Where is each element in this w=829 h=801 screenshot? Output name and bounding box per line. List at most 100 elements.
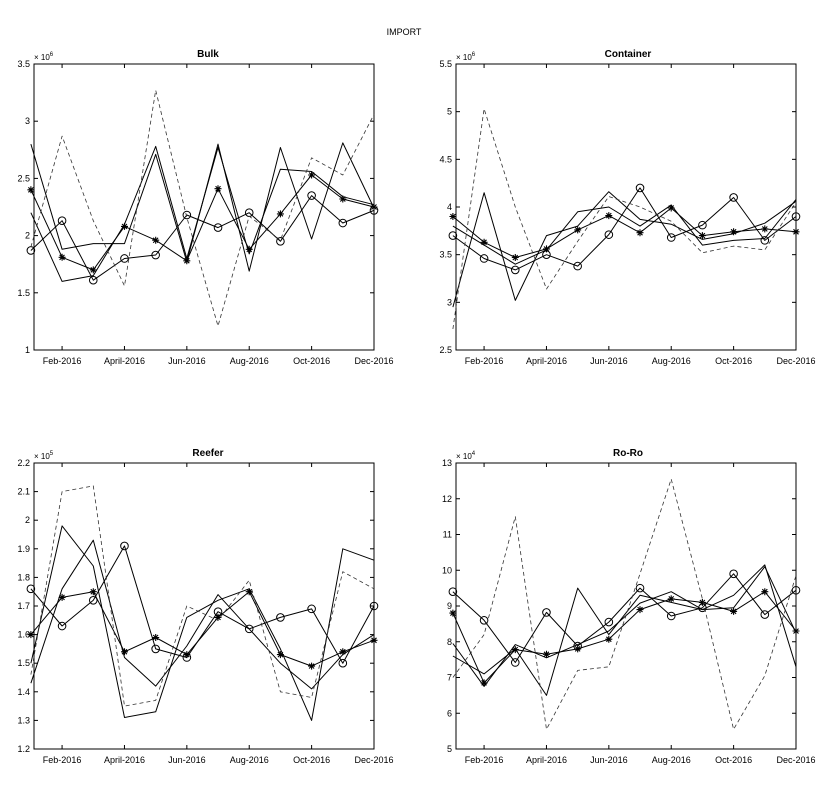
series-line-reefer-1	[30, 545, 375, 664]
point-star-roro	[636, 606, 644, 614]
point-circle-reefer	[151, 644, 160, 654]
x-tick-label-bulk: April-2016	[104, 356, 145, 366]
plot-container: 2.5 3 3.5 4 4.5 5 5.5 Feb-2016 April-2016 Jun-201…	[439, 59, 815, 366]
series-line-bulk-5	[30, 89, 375, 327]
point-circle-roro	[729, 569, 738, 579]
series-line-container-4	[452, 199, 797, 265]
y-tick-label-container: 3	[447, 297, 452, 307]
point-circle-reefer	[26, 584, 36, 594]
point-circle-container	[604, 230, 614, 239]
point-star-reefer	[370, 636, 378, 644]
point-circle-container	[791, 212, 801, 221]
point-star-bulk	[27, 186, 35, 194]
point-star-reefer	[308, 662, 316, 670]
series-line-bulk-1	[30, 195, 375, 281]
point-star-bulk	[58, 253, 66, 261]
y-tick-label-roro: 7	[447, 673, 452, 683]
point-star-bulk	[245, 245, 253, 253]
x-tick-label-roro: Dec-2016	[776, 755, 815, 765]
x-tick-label-bulk: Jun-2016	[168, 356, 206, 366]
plot-bulk: 1 1.5 2 2.5 3 3.5 Feb-2016 April-2016 Jun-2016 Au…	[17, 59, 393, 366]
series-line-bulk-4	[30, 145, 375, 282]
point-circle-roro	[604, 617, 614, 627]
y-tick-label-container: 2.5	[439, 345, 452, 355]
plot-roro: 5 6 7 8 9 10 11 12 13 Feb-2016 April-2016 Jun-2016 A…	[442, 458, 816, 765]
y-tick-label-roro: 12	[442, 494, 452, 504]
point-star-roro	[605, 635, 613, 643]
point-circle-container	[448, 231, 458, 240]
scale-factor-bulk: × 106	[34, 52, 54, 62]
series-line-bulk-3	[30, 142, 375, 272]
point-circle-reefer	[338, 658, 348, 668]
point-star-roro	[792, 627, 800, 635]
point-star-container	[511, 254, 519, 261]
point-star-bulk	[276, 210, 284, 218]
point-star-reefer	[183, 651, 191, 659]
series-line-container-2	[452, 207, 797, 258]
point-star-roro	[449, 609, 457, 617]
x-tick-label-bulk: Oct-2016	[293, 356, 330, 366]
series-line-reefer-2	[30, 591, 375, 667]
point-circle-bulk	[182, 210, 192, 220]
point-star-bulk	[152, 236, 160, 244]
point-star-roro	[761, 588, 769, 596]
scale-factor-roro: × 104	[456, 451, 476, 461]
point-circle-reefer	[57, 621, 67, 631]
point-star-reefer	[339, 648, 347, 656]
y-tick-label-roro: 8	[447, 637, 452, 647]
point-star-container	[667, 204, 675, 212]
y-tick-label-reefer: 1.9	[17, 544, 30, 554]
series-line-container-5	[452, 108, 797, 330]
point-circle-roro	[791, 585, 801, 595]
scale-factor-reefer: × 105	[34, 451, 54, 461]
point-star-reefer	[152, 634, 160, 641]
point-circle-roro	[666, 611, 676, 621]
x-tick-label-bulk: Aug-2016	[230, 356, 269, 366]
scale-factor-container: × 106	[456, 52, 476, 62]
point-circle-roro	[510, 658, 520, 667]
y-tick-label-reefer: 1.4	[17, 687, 30, 697]
point-circle-reefer	[369, 601, 379, 611]
y-tick-label-bulk: 2	[25, 231, 30, 241]
figure-title: IMPORT	[387, 27, 422, 37]
y-tick-label-reefer: 1.2	[17, 744, 30, 754]
series-line-roro-5	[452, 478, 797, 730]
y-tick-label-bulk: 1.5	[17, 288, 30, 298]
point-star-roro	[480, 679, 488, 687]
point-star-reefer	[121, 648, 128, 656]
point-circle-reefer	[88, 595, 98, 605]
plot-reefer: 1.2 1.3 1.4 1.5 1.6 1.7 1.8 1.9 2 2.1 2.2 Feb-2016 A…	[17, 458, 393, 765]
x-tick-label-roro: Feb-2016	[465, 755, 504, 765]
y-tick-label-reefer: 2	[25, 515, 30, 525]
point-circle-bulk	[57, 216, 67, 226]
point-circle-roro	[635, 583, 645, 593]
point-star-roro	[730, 607, 738, 615]
point-circle-container	[760, 236, 770, 245]
axes-frame-reefer	[33, 462, 375, 750]
point-star-bulk	[308, 171, 316, 179]
point-star-bulk	[89, 266, 97, 274]
y-tick-label-roro: 9	[447, 601, 452, 611]
x-tick-label-reefer: Aug-2016	[230, 755, 269, 765]
y-tick-label-reefer: 2.1	[17, 487, 30, 497]
point-circle-container	[635, 183, 645, 193]
panel-title-container: Container	[605, 49, 652, 60]
x-tick-label-reefer: Oct-2016	[293, 755, 330, 765]
point-circle-reefer	[307, 604, 316, 614]
point-circle-container	[698, 220, 707, 230]
x-tick-label-roro: Aug-2016	[652, 755, 691, 765]
point-star-bulk	[121, 222, 128, 230]
y-tick-label-reefer: 1.5	[17, 658, 30, 668]
point-star-reefer	[214, 613, 222, 621]
point-circle-bulk	[120, 254, 129, 263]
y-tick-label-reefer: 2.2	[17, 458, 30, 468]
point-star-reefer	[245, 588, 253, 596]
panel-title-roro: Ro-Ro	[613, 448, 643, 459]
y-tick-label-bulk: 1	[25, 345, 30, 355]
point-circle-roro	[479, 616, 489, 625]
point-circle-reefer	[244, 624, 254, 634]
series-line-roro-3	[452, 564, 797, 696]
point-star-container	[543, 245, 550, 253]
point-star-container	[761, 225, 769, 233]
point-circle-roro	[760, 610, 770, 619]
